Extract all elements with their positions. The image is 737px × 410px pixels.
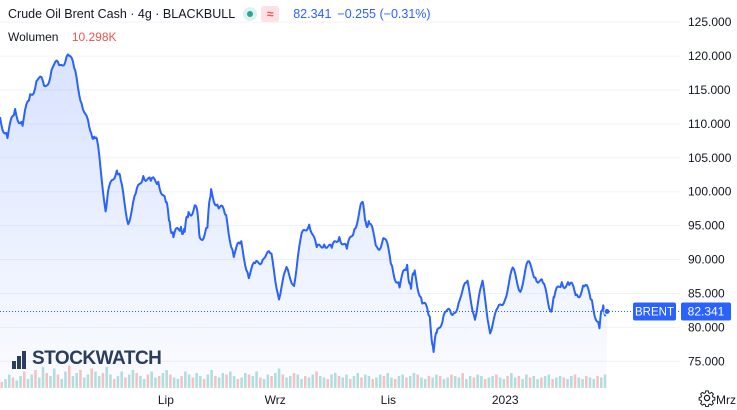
price-tag (681, 302, 731, 321)
volume-legend: Wolumen 10.298K (8, 30, 117, 44)
visibility-icon[interactable] (243, 7, 258, 21)
logo-bars-icon (12, 349, 30, 369)
chart-legend: Crude Oil Brent Cash · 4g · BLACKBULL ≈ … (8, 6, 431, 22)
volume-label[interactable]: Wolumen (8, 30, 59, 44)
y-tick-label: 120.000 (688, 49, 732, 63)
stockwatch-logo: STOCKWATCH (12, 348, 162, 370)
volume-value: 10.298K (71, 30, 117, 44)
y-tick-label: 95.000 (688, 219, 725, 233)
y-tick-label: 80.000 (688, 320, 725, 334)
y-tick-label: 85.000 (688, 286, 725, 300)
price-change: −0.255 (−0.31%) (337, 7, 431, 21)
price-tag-group: BRENT 82.341 (0, 302, 731, 321)
price-area-fill (0, 54, 607, 386)
price-tag-label: 82.341 (688, 304, 725, 318)
x-tick-label: Lip (158, 393, 174, 407)
price-area (0, 54, 607, 386)
logo-text: STOCKWATCH (32, 348, 162, 369)
y-tick-label: 100.000 (688, 185, 732, 199)
compare-icon[interactable]: ≈ (261, 6, 280, 22)
y-axis: 125.000 120.000 115.000 110.000 105.000 100.0… (688, 15, 732, 368)
x-tick-label: Lis (381, 393, 396, 407)
x-tick-label: Mrz. (716, 393, 737, 407)
y-tick-label: 105.000 (688, 151, 732, 165)
x-axis: Lip Wrz Lis 2023 Mrz. (158, 393, 737, 407)
x-tick-label: 2023 (492, 393, 519, 407)
symbol-tag-label: BRENT (635, 306, 674, 318)
y-tick-label: 115.000 (688, 83, 731, 97)
gear-icon[interactable] (698, 389, 716, 407)
y-tick-label: 110.000 (688, 117, 731, 131)
y-tick-label: 90.000 (688, 253, 725, 267)
x-tick-label: Wrz (265, 393, 286, 407)
price-line-path (0, 53, 608, 353)
last-price: 82.341 (293, 7, 332, 21)
symbol-title[interactable]: Crude Oil Brent Cash · 4g · BLACKBULL (8, 7, 236, 21)
symbol-tag (633, 302, 676, 321)
y-tick-label: 125.000 (688, 15, 732, 29)
y-tick-label: 75.000 (688, 354, 725, 368)
